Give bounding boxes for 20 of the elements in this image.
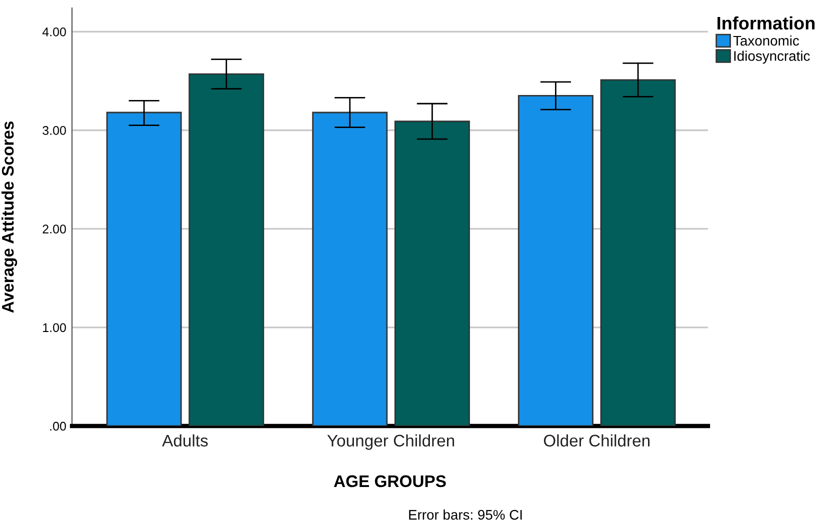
- y-tick-label: 3.00: [42, 126, 66, 135]
- legend-title: Information: [718, 16, 815, 30]
- y-tick-label: 1.00: [43, 323, 66, 332]
- x-axis-title: AGE GROUPS: [334, 475, 446, 488]
- y-tick-label: 4.00: [42, 27, 66, 36]
- bar: [600, 79, 676, 426]
- text: Error bars: 95% CI: [409, 510, 522, 520]
- bar: [106, 112, 182, 426]
- bar: [312, 112, 388, 426]
- x-tick-label: Older Children: [544, 434, 650, 447]
- bar: [518, 95, 594, 426]
- x-tick-label: Adults: [162, 434, 208, 447]
- y-tick-label: .00: [50, 422, 66, 431]
- y-axis-title: Average Attitude Scores: [2, 122, 18, 313]
- legend-label: Taxonomic: [733, 35, 800, 46]
- y-tick-label: 2.00: [42, 224, 66, 234]
- legend-label: Idiosyncratic: [734, 50, 810, 64]
- x-tick-label: Younger Children: [327, 434, 454, 450]
- bar: [394, 120, 470, 426]
- bar: [188, 73, 264, 426]
